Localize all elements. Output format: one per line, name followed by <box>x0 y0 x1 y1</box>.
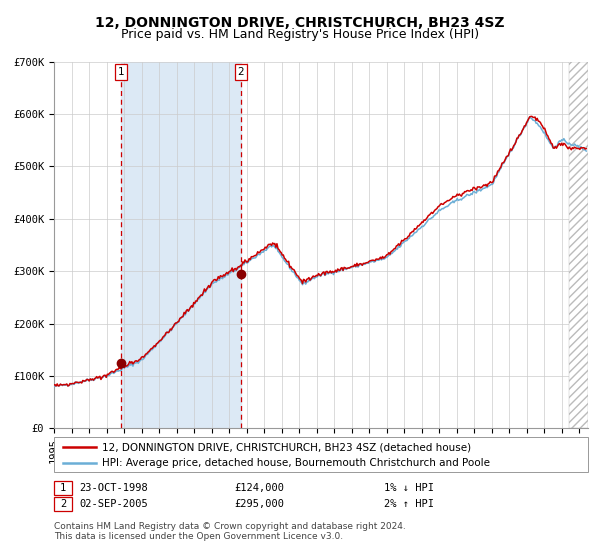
Bar <box>569 62 588 428</box>
Text: £295,000: £295,000 <box>234 499 284 509</box>
Text: 12, DONNINGTON DRIVE, CHRISTCHURCH, BH23 4SZ (detached house): 12, DONNINGTON DRIVE, CHRISTCHURCH, BH23… <box>102 442 471 452</box>
Text: 1: 1 <box>118 67 124 77</box>
Text: 12, DONNINGTON DRIVE, CHRISTCHURCH, BH23 4SZ: 12, DONNINGTON DRIVE, CHRISTCHURCH, BH23… <box>95 16 505 30</box>
Bar <box>121 62 241 428</box>
Text: 2% ↑ HPI: 2% ↑ HPI <box>384 499 434 509</box>
Text: HPI: Average price, detached house, Bournemouth Christchurch and Poole: HPI: Average price, detached house, Bour… <box>102 458 490 468</box>
Text: 2: 2 <box>238 67 244 77</box>
Text: 1: 1 <box>60 483 66 493</box>
Text: 02-SEP-2005: 02-SEP-2005 <box>79 499 148 509</box>
Text: This data is licensed under the Open Government Licence v3.0.: This data is licensed under the Open Gov… <box>54 532 343 541</box>
Text: Contains HM Land Registry data © Crown copyright and database right 2024.: Contains HM Land Registry data © Crown c… <box>54 522 406 531</box>
Text: 2: 2 <box>60 499 66 509</box>
Text: 23-OCT-1998: 23-OCT-1998 <box>79 483 148 493</box>
Text: Price paid vs. HM Land Registry's House Price Index (HPI): Price paid vs. HM Land Registry's House … <box>121 28 479 41</box>
Text: 1% ↓ HPI: 1% ↓ HPI <box>384 483 434 493</box>
Text: £124,000: £124,000 <box>234 483 284 493</box>
